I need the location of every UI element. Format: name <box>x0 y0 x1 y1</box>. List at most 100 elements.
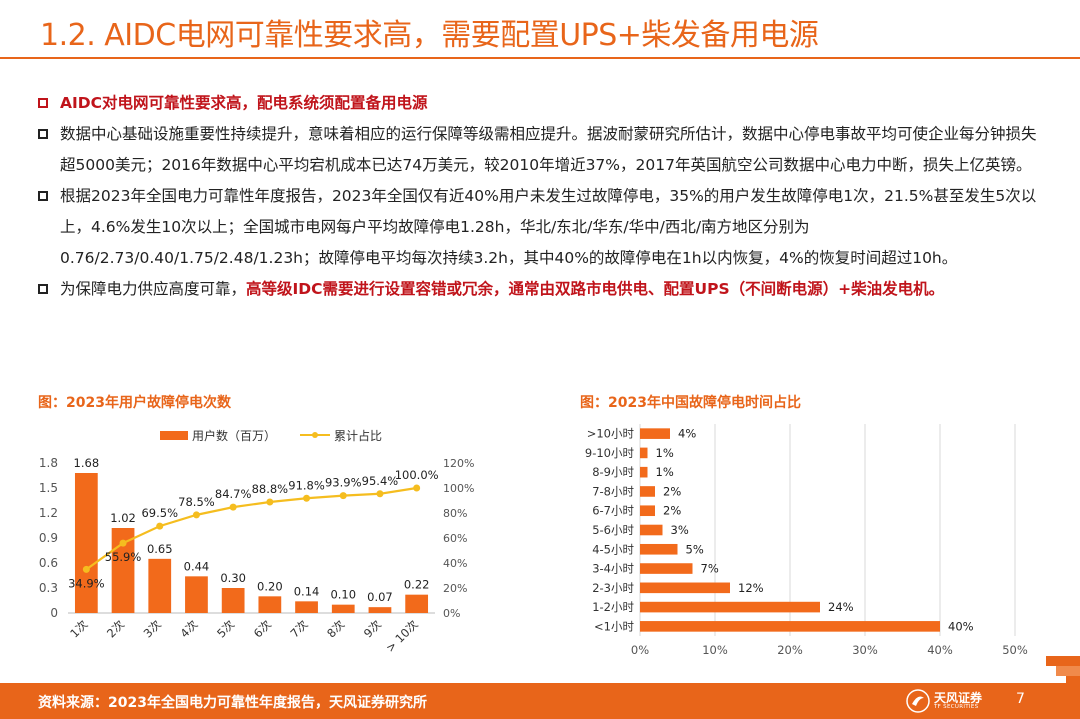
title-rule <box>0 57 1080 59</box>
y-tick-label: 0.6 <box>39 556 58 570</box>
checkbox-square-icon <box>38 284 48 294</box>
bar-value-label: 0.65 <box>147 542 173 556</box>
bar-value-label: 24% <box>828 600 854 614</box>
bar <box>331 604 355 613</box>
y2-tick-label: 80% <box>443 507 467 520</box>
x-tick-label: 8次 <box>324 617 348 641</box>
y-tick-label: 0 <box>50 606 58 620</box>
x-tick-label: > 10次 <box>383 617 421 655</box>
x-tick-label: 3次 <box>141 617 165 641</box>
bar-value-label: 0.44 <box>184 559 210 573</box>
y-tick-label: 1-2小时 <box>592 600 634 614</box>
line-value-label: 88.8% <box>252 482 289 496</box>
line-value-label: 91.8% <box>288 478 325 492</box>
bar <box>640 428 670 439</box>
bar-value-label: 1% <box>656 465 674 479</box>
y-tick-label: >10小时 <box>587 427 635 441</box>
bullet-list: AIDC对电网可靠性要求高，配电系统须配置备用电源 数据中心基础设施重要性持续提… <box>38 88 1048 305</box>
line-point <box>82 565 90 573</box>
bar <box>640 621 940 632</box>
line-value-label: 95.4% <box>362 474 399 488</box>
bar <box>185 576 208 613</box>
bar <box>640 447 648 459</box>
y2-tick-label: 0% <box>443 607 460 620</box>
x-tick-label: 5次 <box>214 617 238 641</box>
line-value-label: 69.5% <box>141 506 178 520</box>
legend-line-label: 累计占比 <box>334 428 382 443</box>
line-value-label: 84.7% <box>215 487 252 501</box>
bullet-item-1: AIDC对电网可靠性要求高，配电系统须配置备用电源 <box>38 88 1048 119</box>
bar-value-label: 0.20 <box>257 579 283 593</box>
bar-value-label: 2% <box>663 484 681 498</box>
bar-value-label: 2% <box>663 504 681 518</box>
bar <box>111 528 135 613</box>
bar <box>368 607 392 613</box>
bullet-text: AIDC对电网可靠性要求高，配电系统须配置备用电源 <box>60 94 428 112</box>
logo-subtext: TF SECURITIES <box>934 704 979 710</box>
line-point <box>192 511 200 519</box>
y-tick-label: 3-4小时 <box>592 562 634 576</box>
outage-count-chart: 用户数（百万） 累计占比 0 0.3 0.6 0.9 1.2 1.5 1.8 0% 20% 40% 60… <box>39 428 475 655</box>
bar <box>258 596 282 613</box>
bar <box>640 543 678 555</box>
x-tick-label: 2次 <box>104 617 128 641</box>
bar <box>640 505 655 517</box>
bullet-item-3: 根据2023年全国电力可靠性年度报告，2023年全国仅有近40%用户未发生过故障… <box>38 181 1048 274</box>
y-tick-label: 1.5 <box>39 481 58 495</box>
x-tick-label: 9次 <box>361 617 385 641</box>
y-tick-label: 5-6小时 <box>592 523 634 537</box>
bullet-text: 根据2023年全国电力可靠性年度报告，2023年全国仅有近40%用户未发生过故障… <box>60 187 1037 267</box>
bar-value-label: 0.07 <box>367 590 393 604</box>
logo-text: 天风证券 <box>934 691 983 705</box>
line-point <box>413 484 421 492</box>
bar <box>640 486 655 497</box>
outage-duration-chart: 0% 10% 20% 30% 40% 50% >10小时 4% 9-10小时 1% 8-9小时 1% 7… <box>585 424 1028 657</box>
line-value-label: 78.5% <box>178 495 215 509</box>
bar <box>640 582 730 594</box>
bar-value-label: 40% <box>948 619 974 633</box>
bar-value-label: 4% <box>678 427 696 441</box>
title-bar: 1.2. AIDC电网可靠性要求高，需要配置UPS+柴发备用电源 <box>0 0 1080 64</box>
y-tick-label: 1.8 <box>39 456 58 470</box>
x-tick-label: 50% <box>1002 643 1028 657</box>
company-logo: 天风证券 TF SECURITIES <box>906 687 996 715</box>
bar-value-label: 3% <box>671 523 689 537</box>
x-tick-label: 4次 <box>177 617 201 641</box>
chart-1-title: 图：2023年用户故障停电次数 <box>38 395 231 411</box>
chart-2-title: 图：2023年中国故障停电时间占比 <box>580 395 801 411</box>
x-tick-label: 10% <box>702 643 728 657</box>
bar-value-label: 0.10 <box>330 588 356 602</box>
y-tick-label: <1小时 <box>594 619 634 633</box>
line-value-label: 100.0% <box>395 468 439 482</box>
line-point <box>119 539 127 547</box>
bar-value-label: 0.14 <box>294 584 320 598</box>
bar <box>221 588 245 613</box>
y2-tick-label: 60% <box>443 532 467 545</box>
page-number: 7 <box>1016 691 1025 707</box>
y-tick-label: 0.3 <box>39 581 58 595</box>
logo-icon <box>906 689 930 713</box>
bar <box>640 466 648 478</box>
line-point <box>376 490 384 498</box>
line-point <box>303 494 311 502</box>
checkbox-square-icon <box>38 191 48 201</box>
bar <box>640 524 663 536</box>
legend-line-marker <box>312 432 318 438</box>
line-point <box>156 522 164 530</box>
y-tick-label: 8-9小时 <box>592 465 634 479</box>
checkbox-square-icon <box>38 129 48 139</box>
bar <box>295 601 318 613</box>
y2-tick-label: 100% <box>443 482 474 495</box>
x-tick-label: 6次 <box>251 617 275 641</box>
source-note: 资料来源：2023年全国电力可靠性年度报告，天风证券研究所 <box>38 695 427 711</box>
cumulative-line <box>85 486 417 571</box>
y-tick-label: 7-8小时 <box>592 484 634 498</box>
bullet-text-highlight: 高等级IDC需要进行设置容错或冗余，通常由双路市电供电、配置UPS（不间断电源）… <box>246 280 945 298</box>
y2-tick-label: 120% <box>443 457 474 470</box>
x-tick-label: 30% <box>852 643 878 657</box>
y-tick-label: 2-3小时 <box>592 581 634 595</box>
x-tick-label: 40% <box>927 643 953 657</box>
line-point <box>266 498 274 506</box>
y-tick-label: 9-10小时 <box>585 446 635 460</box>
x-tick-label: 0% <box>631 643 649 657</box>
